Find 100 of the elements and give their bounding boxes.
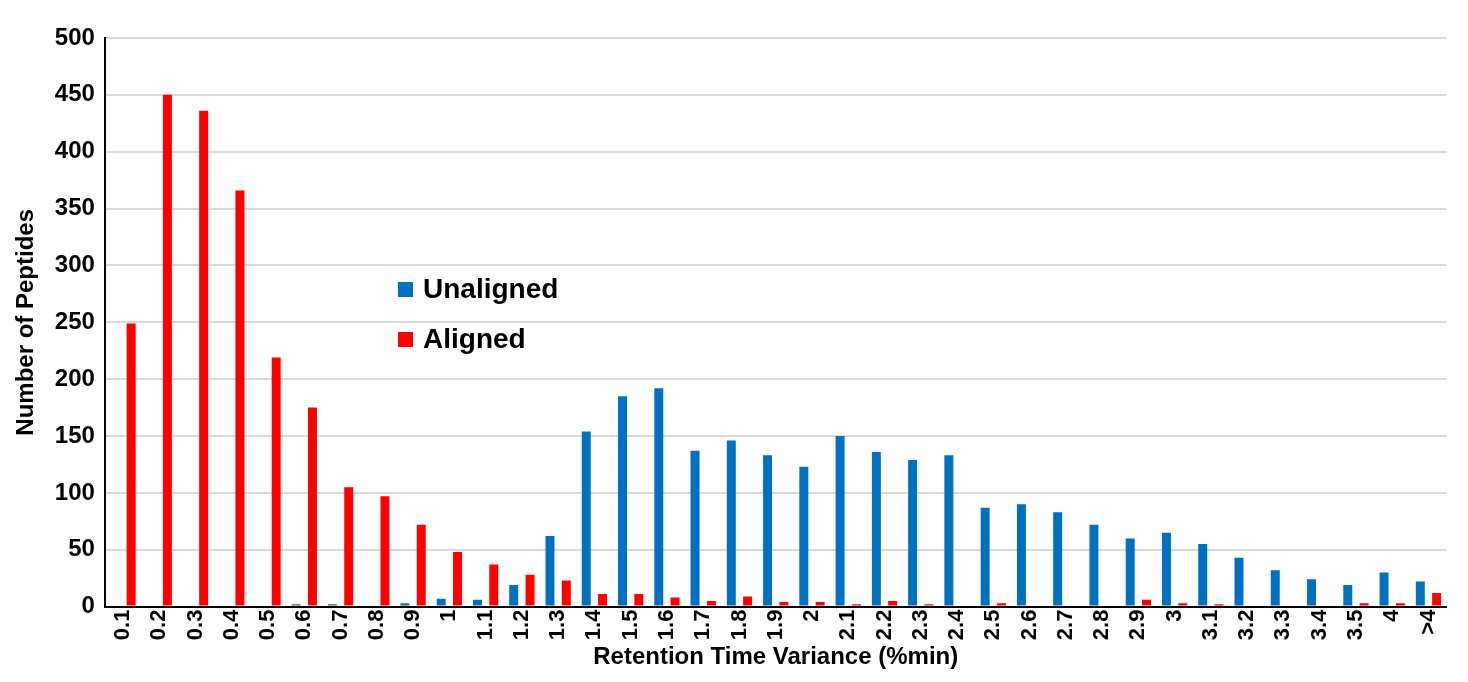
x-tick-label: 2.8 — [1088, 609, 1114, 641]
bar — [1270, 570, 1280, 606]
x-tick-label: 0.9 — [399, 609, 425, 641]
x-tick-label: 0.8 — [362, 609, 388, 641]
x-tick-label: 3.1 — [1196, 609, 1222, 641]
bar — [561, 580, 571, 606]
x-tick-label: 2.7 — [1051, 609, 1077, 641]
x-tick-label: 0.3 — [181, 609, 207, 641]
bar — [199, 110, 209, 606]
x-tick-label: 2.1 — [834, 609, 860, 641]
bar — [763, 455, 773, 606]
bar — [1125, 538, 1135, 606]
bar — [835, 436, 845, 606]
bar — [1178, 603, 1188, 606]
y-tick-label: 150 — [54, 420, 95, 448]
bar — [690, 450, 700, 606]
bar — [472, 599, 482, 606]
bar — [380, 496, 390, 606]
bar — [1395, 603, 1405, 606]
bar — [1359, 603, 1369, 606]
bar — [509, 585, 519, 606]
y-tick-label: 0 — [81, 591, 95, 619]
bar — [525, 574, 535, 606]
x-tick-label: 1.9 — [761, 609, 787, 641]
legend-label: Unaligned — [423, 273, 559, 305]
bar — [799, 466, 809, 606]
bar — [634, 594, 644, 606]
bar — [871, 451, 881, 606]
bar — [598, 594, 608, 606]
x-tick-label: 1.1 — [471, 609, 497, 641]
bar — [654, 388, 664, 606]
x-tick-label: 2.3 — [906, 609, 932, 641]
bar — [618, 396, 627, 606]
x-tick-label: 0.5 — [254, 609, 280, 641]
x-tick-label: 2 — [798, 609, 824, 622]
x-tick-label: >4 — [1414, 608, 1440, 635]
bar — [1089, 524, 1099, 606]
x-tick-label: 1.7 — [689, 609, 715, 641]
x-tick-label: 1.5 — [616, 609, 642, 641]
bar — [545, 536, 555, 606]
bar — [1432, 592, 1442, 606]
bar — [1161, 532, 1171, 606]
bar — [453, 552, 462, 606]
bar — [126, 323, 136, 606]
x-tick-label: 4 — [1378, 608, 1404, 622]
x-tick-label: 2.5 — [979, 609, 1005, 641]
bar — [1379, 572, 1389, 606]
legend-label: Aligned — [423, 323, 526, 355]
x-tick-label: 0.4 — [217, 608, 243, 641]
y-tick-label: 50 — [68, 534, 95, 562]
bar — [670, 597, 680, 606]
bar — [1307, 579, 1316, 606]
x-tick-label: 3.2 — [1233, 609, 1259, 641]
x-tick-label: 1.8 — [725, 609, 751, 641]
x-tick-label: 3.5 — [1342, 609, 1367, 641]
x-tick-label: 0.7 — [326, 609, 352, 641]
bar — [1198, 544, 1208, 606]
x-axis-title: Retention Time Variance (%min) — [593, 642, 959, 670]
bar — [1142, 599, 1151, 606]
y-tick-label: 500 — [54, 22, 95, 50]
bar — [307, 407, 317, 606]
bar — [1053, 512, 1063, 606]
bar — [980, 507, 990, 606]
x-tick-label: 1.4 — [580, 608, 606, 641]
bar — [436, 598, 446, 606]
bar — [416, 524, 426, 606]
bar — [162, 94, 172, 606]
x-tick-label: 0.2 — [145, 609, 171, 641]
x-tick-label: 3.4 — [1305, 608, 1331, 641]
bar — [706, 600, 716, 606]
y-tick-label: 300 — [54, 250, 95, 278]
x-tick-label: 2.6 — [1015, 609, 1041, 641]
bar — [815, 602, 825, 606]
bar — [581, 431, 591, 606]
x-tick-label: 3.3 — [1269, 609, 1295, 641]
y-tick-label: 100 — [54, 477, 95, 505]
bar — [944, 455, 954, 606]
y-tick-label: 450 — [54, 79, 95, 107]
x-tick-label: 3 — [1160, 609, 1186, 622]
y-tick-label: 350 — [54, 193, 95, 221]
bar — [888, 600, 898, 606]
y-tick-label: 250 — [54, 306, 95, 334]
bar — [1343, 585, 1353, 606]
x-tick-label: 0.1 — [109, 609, 135, 641]
y-axis-title: Number of Peptides — [11, 208, 39, 436]
x-tick-label: 2.9 — [1124, 609, 1150, 641]
x-tick-label: 1.6 — [652, 609, 678, 641]
bar — [996, 603, 1006, 606]
bar — [235, 190, 245, 606]
bar — [726, 440, 736, 606]
bar — [1415, 581, 1425, 606]
bar — [400, 603, 410, 606]
x-tick-label: 1.3 — [544, 609, 570, 641]
bar — [344, 487, 354, 606]
x-tick-label: 2.2 — [870, 609, 896, 641]
y-tick-label: 400 — [54, 136, 95, 164]
bar — [779, 602, 789, 606]
x-tick-label: 2.4 — [943, 608, 969, 641]
bar — [489, 564, 499, 606]
x-tick-label: 1.2 — [507, 609, 533, 641]
